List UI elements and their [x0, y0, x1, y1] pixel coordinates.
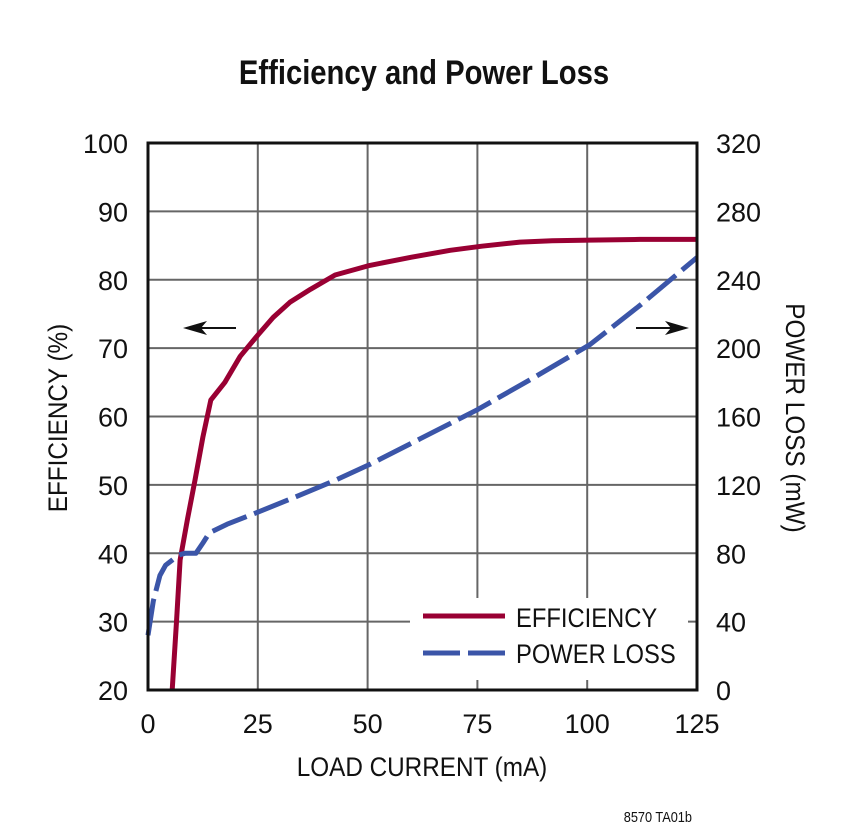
y2-tick-label: 240: [716, 266, 761, 296]
series-line-efficiency: [169, 236, 697, 691]
legend-box: [410, 598, 688, 680]
legend-label-power-loss: POWER LOSS: [516, 640, 676, 670]
y-tick-label: 50: [98, 471, 128, 501]
x-tick-label: 125: [674, 709, 719, 739]
y2-tick-label: 280: [716, 197, 761, 227]
y-tick-label: 20: [98, 676, 128, 706]
right-arrow-icon: [636, 321, 689, 335]
x-tick-label: 50: [353, 709, 383, 739]
legend-background: [410, 598, 688, 680]
chart-title: Efficiency and Power Loss: [239, 53, 609, 92]
legend: EFFICIENCY POWER LOSS: [423, 604, 676, 670]
legend-label-efficiency: EFFICIENCY: [516, 604, 657, 634]
series-lines: [145, 236, 699, 691]
plot-frame: [146, 141, 699, 692]
y2-tick-label: 120: [716, 471, 761, 501]
y2-tick-label: 200: [716, 334, 761, 364]
y-tick-label: 100: [83, 129, 128, 159]
y2-tick-label: 0: [716, 676, 731, 706]
y-tick-label: 70: [98, 334, 128, 364]
y-tick-label: 80: [98, 266, 128, 296]
y-tick-label: 40: [98, 539, 128, 569]
y2-tick-label: 160: [716, 403, 761, 433]
x-axis-label: LOAD CURRENT (mA): [297, 753, 548, 782]
series-line-power-loss: [145, 255, 699, 636]
left-arrow-icon: [183, 321, 236, 335]
y2-tick-label: 40: [716, 608, 746, 638]
x-tick-label: 75: [462, 709, 492, 739]
y-tick-label: 90: [98, 197, 128, 227]
y-tick-label: 30: [98, 608, 128, 638]
footnote: 8570 TA01b: [624, 808, 692, 825]
y2-tick-label: 80: [716, 539, 746, 569]
y-tick-labels: 20 30 40 50 60 70 80 90 100: [83, 129, 128, 706]
y2-tick-label: 320: [716, 129, 761, 159]
x-tick-label: 25: [243, 709, 273, 739]
y-tick-label: 60: [98, 403, 128, 433]
y2-axis-label: POWER LOSS (mW): [780, 303, 809, 532]
x-tick-label: 100: [565, 709, 610, 739]
x-tick-labels: 0 25 50 75 100 125: [140, 709, 719, 739]
y2-tick-labels: 0 40 80 120 160 200 240 280 320: [716, 129, 761, 706]
y-axis-label: EFFICIENCY (%): [44, 324, 73, 512]
x-tick-label: 0: [140, 709, 155, 739]
